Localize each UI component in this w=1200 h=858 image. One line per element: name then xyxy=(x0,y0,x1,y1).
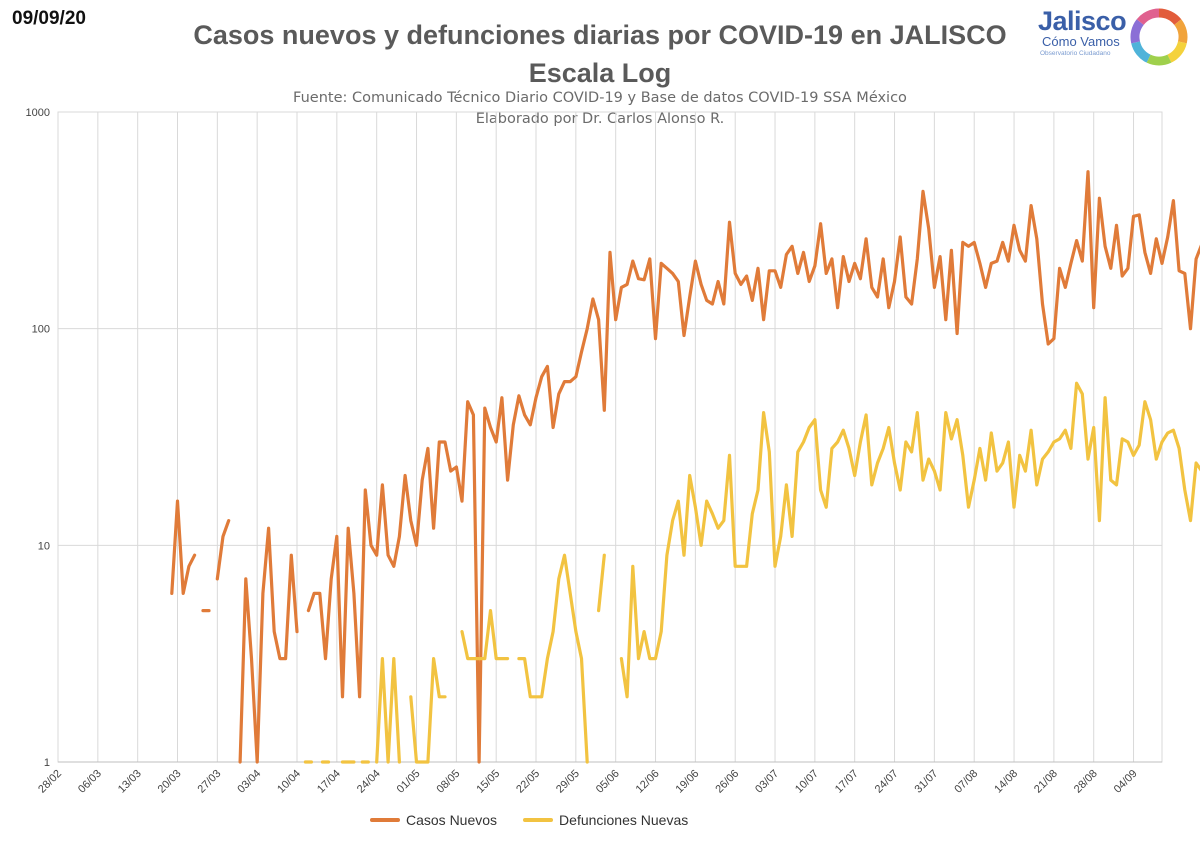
chart-subtitle-line2: Elaborado por Dr. Carlos Alonso R. xyxy=(475,111,725,127)
logo-ring-segment xyxy=(1130,19,1144,44)
x-tick-label: 03/04 xyxy=(235,768,263,796)
series-line-defunciones-nuevas xyxy=(597,553,606,613)
legend-item-defunciones: Defunciones Nuevas xyxy=(523,812,688,828)
series-line-defunciones-nuevas xyxy=(460,609,510,661)
x-tick-label: 28/08 xyxy=(1072,768,1100,796)
legend: Casos Nuevos Defunciones Nuevas xyxy=(370,812,714,828)
jalisco-como-vamos-logo: Jalisco Cómo Vamos Observatorio Ciudadan… xyxy=(1032,4,1192,66)
chart-title-line2: Escala Log xyxy=(528,58,672,88)
x-tick-label: 12/06 xyxy=(634,768,662,796)
series-line-defunciones-nuevas xyxy=(409,657,447,764)
legend-label-defunciones: Defunciones Nuevas xyxy=(559,812,689,828)
x-tick-label: 24/04 xyxy=(355,768,383,796)
x-tick-label: 10/07 xyxy=(793,768,821,796)
logo-ring-segment xyxy=(1174,19,1188,44)
y-tick-label: 1 xyxy=(44,757,50,769)
series-line-casos-nuevos xyxy=(170,499,197,595)
chart-title-line1: Casos nuevos y defunciones diarias por C… xyxy=(193,20,1007,50)
x-tick-label: 10/04 xyxy=(275,768,303,796)
x-tick-label: 26/06 xyxy=(713,768,741,796)
series-line-defunciones-nuevas xyxy=(375,657,401,764)
x-tick-label: 27/03 xyxy=(196,768,224,796)
x-tick-label: 24/07 xyxy=(873,768,901,796)
date-stamp: 09/09/20 xyxy=(12,8,86,29)
x-tick-label: 08/05 xyxy=(435,768,463,796)
series-line-casos-nuevos xyxy=(306,170,1200,764)
x-tick-label: 17/04 xyxy=(315,768,343,796)
x-tick-label: 05/06 xyxy=(594,768,622,796)
x-tick-label: 03/07 xyxy=(753,768,781,796)
chart-subtitle-line1: Fuente: Comunicado Técnico Diario COVID-… xyxy=(293,90,907,106)
legend-swatch-defunciones xyxy=(523,818,554,822)
chart-subtitle: Fuente: Comunicado Técnico Diario COVID-… xyxy=(150,88,1050,130)
y-tick-label: 1000 xyxy=(26,107,50,119)
logo-ring-segment xyxy=(1131,41,1151,63)
logo-subtitle: Observatorio Ciudadano xyxy=(1040,50,1111,57)
x-tick-label: 04/09 xyxy=(1112,768,1140,796)
legend-label-casos: Casos Nuevos xyxy=(406,812,498,828)
chart-title: Casos nuevos y defunciones diarias por C… xyxy=(150,16,1050,92)
legend-swatch-casos xyxy=(370,818,400,822)
series-line-casos-nuevos xyxy=(238,526,299,764)
x-tick-label: 14/08 xyxy=(992,768,1020,796)
plot-area-border xyxy=(57,111,1163,763)
logo-ring-segment xyxy=(1146,54,1172,66)
x-tick-label: 06/03 xyxy=(76,768,104,796)
x-tick-label: 19/06 xyxy=(674,768,702,796)
y-tick-label: 100 xyxy=(32,324,50,336)
x-tick-label: 29/05 xyxy=(554,768,582,796)
series-line-defunciones-nuevas xyxy=(619,381,1200,699)
legend-item-casos: Casos Nuevos xyxy=(370,812,497,828)
logo-ring-icon xyxy=(1130,8,1188,66)
x-tick-label: 01/05 xyxy=(395,768,423,796)
x-tick-label: 07/08 xyxy=(952,768,980,796)
logo-tagline: Cómo Vamos xyxy=(1042,34,1120,49)
series-line-casos-nuevos xyxy=(215,519,231,581)
x-tick-label: 28/02 xyxy=(36,768,64,796)
x-tick-label: 17/07 xyxy=(833,768,861,796)
logo-ring-segment xyxy=(1158,8,1182,26)
logo-ring-segment xyxy=(1167,41,1187,63)
series-line-defunciones-nuevas xyxy=(517,553,589,764)
y-tick-label: 10 xyxy=(38,540,50,552)
logo-ring-segment xyxy=(1136,8,1160,26)
x-tick-label: 21/08 xyxy=(1032,768,1060,796)
logo-name: Jalisco xyxy=(1038,6,1127,36)
x-tick-label: 31/07 xyxy=(913,768,941,796)
x-tick-label: 22/05 xyxy=(514,768,542,796)
x-tick-label: 13/03 xyxy=(116,768,144,796)
x-tick-label: 15/05 xyxy=(474,768,502,796)
x-tick-label: 20/03 xyxy=(156,768,184,796)
